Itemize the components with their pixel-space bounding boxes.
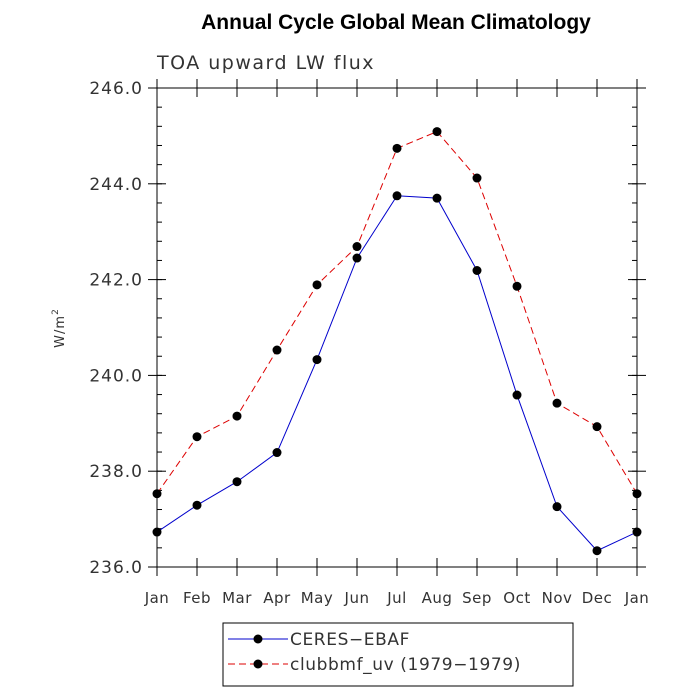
x-tick-label: Jan [144, 589, 170, 607]
ticks: 236.0 238.0 240.0 242.0 244.0 246.0 Jan Feb Mar A… [89, 79, 649, 607]
data-point [432, 193, 442, 203]
legend-label: clubbmf_uv (1979−1979) [290, 655, 521, 675]
y-axis-label-superscript: 2 [51, 308, 61, 315]
series-line [156, 130, 638, 495]
data-point [512, 281, 522, 291]
data-point [192, 432, 202, 442]
chart-subtitle: TOA upward LW flux [156, 52, 375, 74]
legend: CERES−EBAF clubbmf_uv (1979−1979) [222, 622, 574, 687]
y-tick-label: 242.0 [89, 271, 143, 291]
y-axis-label: W/m2 [51, 308, 68, 348]
y-axis-label-text: W/m [53, 315, 68, 348]
x-tick-label: Jan [624, 589, 650, 607]
data-point [312, 280, 322, 290]
data-point [432, 127, 442, 137]
data-point [352, 242, 362, 252]
data-point [472, 173, 482, 183]
data-point [272, 448, 282, 458]
data-point [632, 489, 642, 499]
x-tick-label: May [301, 589, 334, 607]
data-point [232, 477, 242, 487]
y-tick-label: 238.0 [89, 462, 143, 482]
x-tick-label: Dec [582, 589, 613, 607]
data-point [632, 527, 642, 537]
data-point [552, 502, 562, 512]
x-tick-label: Sep [462, 589, 492, 607]
y-tick-label: 236.0 [89, 558, 143, 578]
x-tick-label: Jun [344, 589, 370, 607]
data-point [592, 546, 602, 556]
svg-text:W/m2: W/m2 [51, 308, 68, 348]
data-point [592, 422, 602, 432]
x-tick-label: Feb [183, 589, 211, 607]
series-line [156, 195, 638, 552]
x-tick-label: Aug [422, 589, 453, 607]
data-point [392, 143, 402, 153]
x-tick-label: Jul [386, 589, 407, 607]
data-point [152, 527, 162, 537]
data-point [272, 345, 282, 355]
y-tick-label: 240.0 [89, 366, 143, 386]
series-layer [152, 127, 642, 556]
legend-label: CERES−EBAF [290, 630, 410, 650]
chart-title: Annual Cycle Global Mean Climatology [201, 11, 591, 34]
data-point [192, 500, 202, 510]
y-tick-label: 246.0 [89, 79, 143, 99]
data-point [352, 253, 362, 263]
data-point [312, 355, 322, 365]
x-tick-label: Mar [222, 589, 252, 607]
data-point [152, 489, 162, 499]
legend-box [222, 622, 574, 687]
legend-marker [253, 659, 263, 669]
data-point [472, 265, 482, 275]
data-point [232, 411, 242, 421]
data-point [552, 398, 562, 408]
data-point [512, 390, 522, 400]
y-tick-label: 244.0 [89, 175, 143, 195]
plot-frame [156, 87, 638, 568]
legend-marker [253, 634, 263, 644]
x-tick-label: Nov [542, 589, 573, 607]
x-tick-label: Oct [503, 589, 530, 607]
x-tick-label: Apr [263, 589, 291, 607]
data-point [392, 191, 402, 201]
